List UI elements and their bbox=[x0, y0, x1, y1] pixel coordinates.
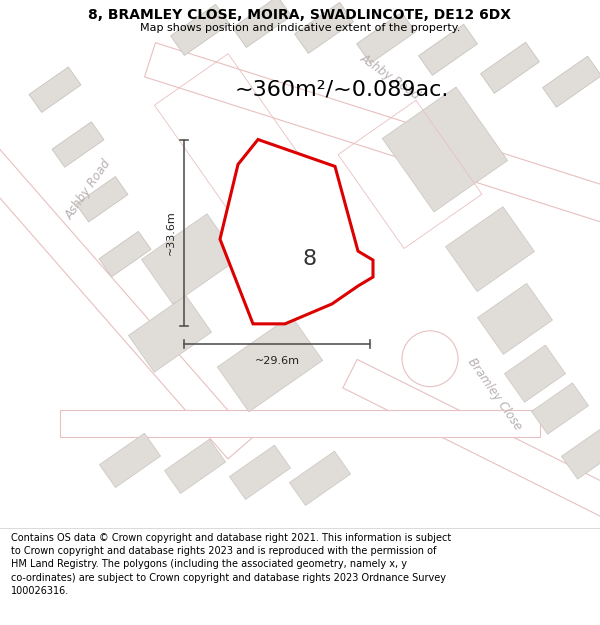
Polygon shape bbox=[52, 122, 104, 167]
Polygon shape bbox=[60, 409, 540, 437]
Polygon shape bbox=[0, 129, 252, 459]
Polygon shape bbox=[295, 2, 353, 53]
Polygon shape bbox=[217, 316, 323, 412]
Circle shape bbox=[402, 331, 458, 387]
Text: ~360m²/~0.089ac.: ~360m²/~0.089ac. bbox=[235, 79, 449, 99]
Polygon shape bbox=[562, 428, 600, 479]
Polygon shape bbox=[419, 24, 478, 76]
Text: ~33.6m: ~33.6m bbox=[166, 210, 176, 255]
Polygon shape bbox=[289, 451, 350, 506]
Text: Map shows position and indicative extent of the property.: Map shows position and indicative extent… bbox=[140, 23, 460, 33]
Polygon shape bbox=[233, 0, 292, 48]
Polygon shape bbox=[29, 67, 81, 112]
Polygon shape bbox=[142, 214, 239, 304]
Polygon shape bbox=[128, 296, 212, 372]
Polygon shape bbox=[343, 359, 600, 522]
Polygon shape bbox=[481, 42, 539, 93]
Text: ~29.6m: ~29.6m bbox=[254, 356, 299, 366]
Polygon shape bbox=[382, 87, 508, 212]
Text: Contains OS data © Crown copyright and database right 2021. This information is : Contains OS data © Crown copyright and d… bbox=[11, 533, 451, 596]
Text: Ashby Road: Ashby Road bbox=[62, 157, 113, 222]
Polygon shape bbox=[356, 12, 415, 63]
Polygon shape bbox=[76, 177, 128, 222]
Text: 8, BRAMLEY CLOSE, MOIRA, SWADLINCOTE, DE12 6DX: 8, BRAMLEY CLOSE, MOIRA, SWADLINCOTE, DE… bbox=[89, 8, 511, 22]
Polygon shape bbox=[446, 207, 535, 292]
Polygon shape bbox=[145, 42, 600, 226]
Polygon shape bbox=[99, 231, 151, 277]
Text: Bramley Close: Bramley Close bbox=[465, 355, 525, 432]
Polygon shape bbox=[505, 345, 566, 403]
Polygon shape bbox=[164, 439, 226, 494]
Text: 8: 8 bbox=[303, 249, 317, 269]
Polygon shape bbox=[542, 56, 600, 108]
Polygon shape bbox=[220, 139, 373, 324]
Polygon shape bbox=[100, 433, 161, 488]
Polygon shape bbox=[478, 283, 553, 354]
Polygon shape bbox=[532, 383, 589, 434]
Text: Ashby Road: Ashby Road bbox=[358, 51, 422, 102]
Polygon shape bbox=[229, 445, 290, 499]
Polygon shape bbox=[170, 4, 229, 56]
